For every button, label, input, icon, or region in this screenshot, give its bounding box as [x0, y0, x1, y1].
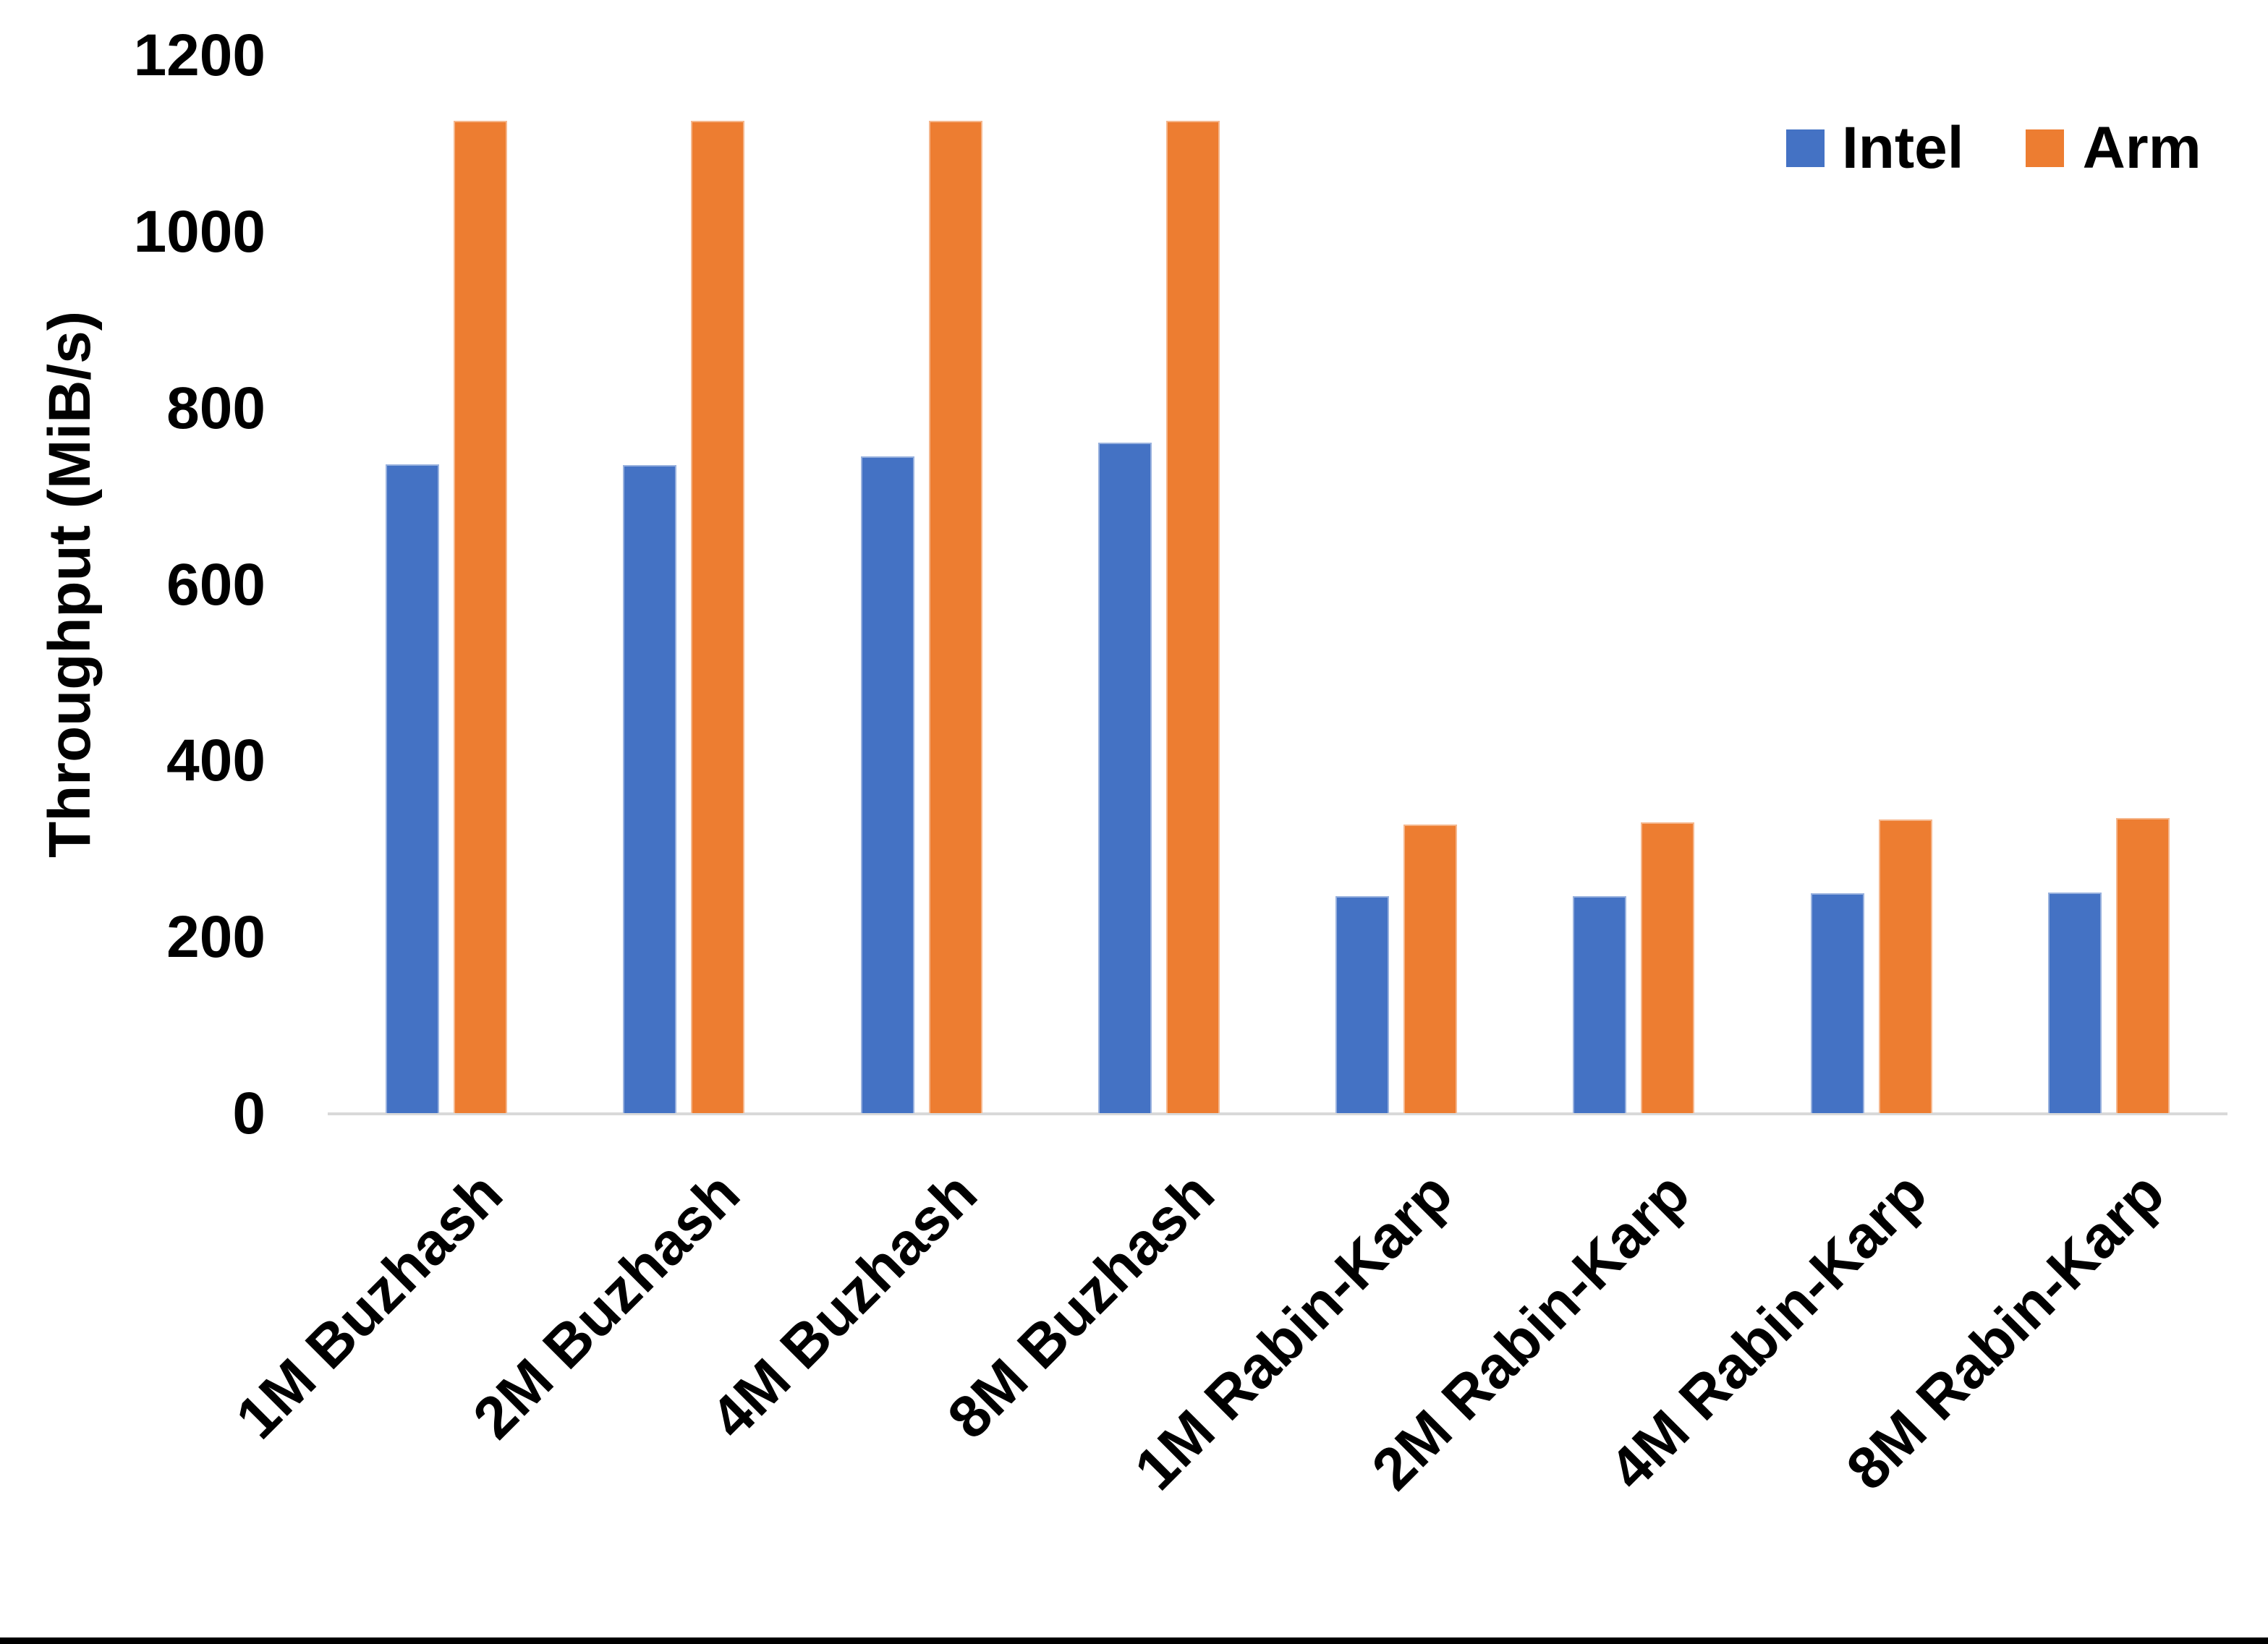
bar-arm-1m-rabin-karp: [1403, 825, 1458, 1113]
bar-intel-8m-buzhash: [1097, 443, 1152, 1113]
bar-intel-1m-rabin-karp: [1335, 896, 1390, 1113]
bar-intel-1m-buzhash: [386, 464, 440, 1113]
bar-arm-4m-buzhash: [928, 121, 982, 1113]
bar-intel-2m-buzhash: [623, 464, 677, 1113]
legend-swatch-arm-icon: [2025, 129, 2064, 167]
x-axis-line: [328, 1112, 2227, 1115]
screenshot-bottom-border: [0, 1637, 2268, 1644]
bar-arm-8m-rabin-karp: [2115, 817, 2170, 1113]
y-tick-label-200: 200: [166, 904, 266, 971]
bar-intel-4m-buzhash: [860, 456, 914, 1113]
bar-intel-2m-rabin-karp: [1573, 896, 1627, 1113]
y-tick-label-400: 400: [166, 728, 266, 794]
bar-arm-2m-rabin-karp: [1641, 822, 1695, 1113]
y-tick-label-1200: 1200: [133, 22, 266, 88]
y-tick-label-800: 800: [166, 375, 266, 441]
bar-arm-1m-buzhash: [454, 121, 508, 1113]
legend-label-arm: Arm: [2082, 115, 2201, 181]
legend: Intel Arm: [1786, 112, 2201, 184]
y-tick-label-600: 600: [166, 551, 266, 618]
bar-arm-8m-buzhash: [1165, 121, 1220, 1113]
legend-swatch-intel-icon: [1786, 129, 1825, 167]
bar-intel-4m-rabin-karp: [1810, 893, 1864, 1113]
y-tick-label-1000: 1000: [133, 198, 266, 265]
bar-intel-8m-rabin-karp: [2047, 893, 2102, 1113]
bar-arm-2m-buzhash: [691, 121, 745, 1113]
bar-arm-4m-rabin-karp: [1878, 819, 1932, 1113]
legend-label-intel: Intel: [1842, 115, 1964, 181]
y-tick-label-0: 0: [232, 1081, 266, 1146]
